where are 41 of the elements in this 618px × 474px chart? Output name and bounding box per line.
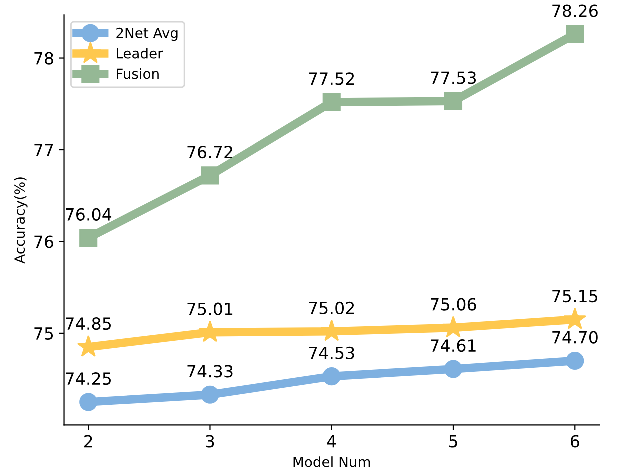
y-tick-label: 78: [34, 52, 54, 65]
legend-label: Fusion: [117, 68, 159, 80]
point: [201, 386, 220, 404]
data-label: 75.01: [188, 302, 233, 316]
point: [198, 320, 222, 342]
point: [322, 368, 341, 386]
point: [80, 229, 98, 248]
data-label: 74.33: [188, 365, 233, 378]
data-label: 77.52: [309, 72, 354, 86]
data-label: 74.53: [309, 346, 354, 360]
point: [444, 360, 463, 378]
data-label: 75.06: [431, 298, 476, 311]
point: [564, 308, 586, 330]
data-label: 77.53: [431, 72, 476, 84]
point: [444, 92, 463, 110]
legend-label: Leader: [117, 48, 164, 59]
data-label: 74.25: [66, 372, 111, 386]
y-tick-label: 77: [34, 144, 54, 156]
data-label: 75.15: [552, 290, 598, 303]
data-label: 74.61: [431, 340, 476, 352]
x-tick-label: 2: [84, 435, 92, 448]
point: [566, 352, 584, 370]
data-label: 78.26: [552, 4, 598, 18]
x-tick-label: 3: [206, 435, 214, 448]
x-axis-title: Model Num: [294, 456, 370, 468]
data-label: 74.70: [552, 331, 598, 344]
y-tick-label: 76: [34, 236, 54, 248]
y-axis-title: Accuracy(%): [14, 178, 28, 264]
legend-label: 2Net Avg: [116, 28, 178, 42]
point: [566, 25, 584, 44]
point: [322, 93, 341, 112]
data-label: 74.85: [66, 317, 111, 330]
data-label: 75.02: [309, 302, 354, 314]
data-label: 76.04: [66, 208, 112, 221]
y-tick-label: 75: [34, 328, 54, 340]
data-label: 76.72: [188, 146, 232, 159]
point: [201, 166, 220, 185]
x-tick-label: 5: [449, 435, 458, 448]
x-tick-label: 4: [327, 435, 336, 448]
x-tick-label: 6: [570, 435, 580, 448]
point: [80, 393, 98, 412]
